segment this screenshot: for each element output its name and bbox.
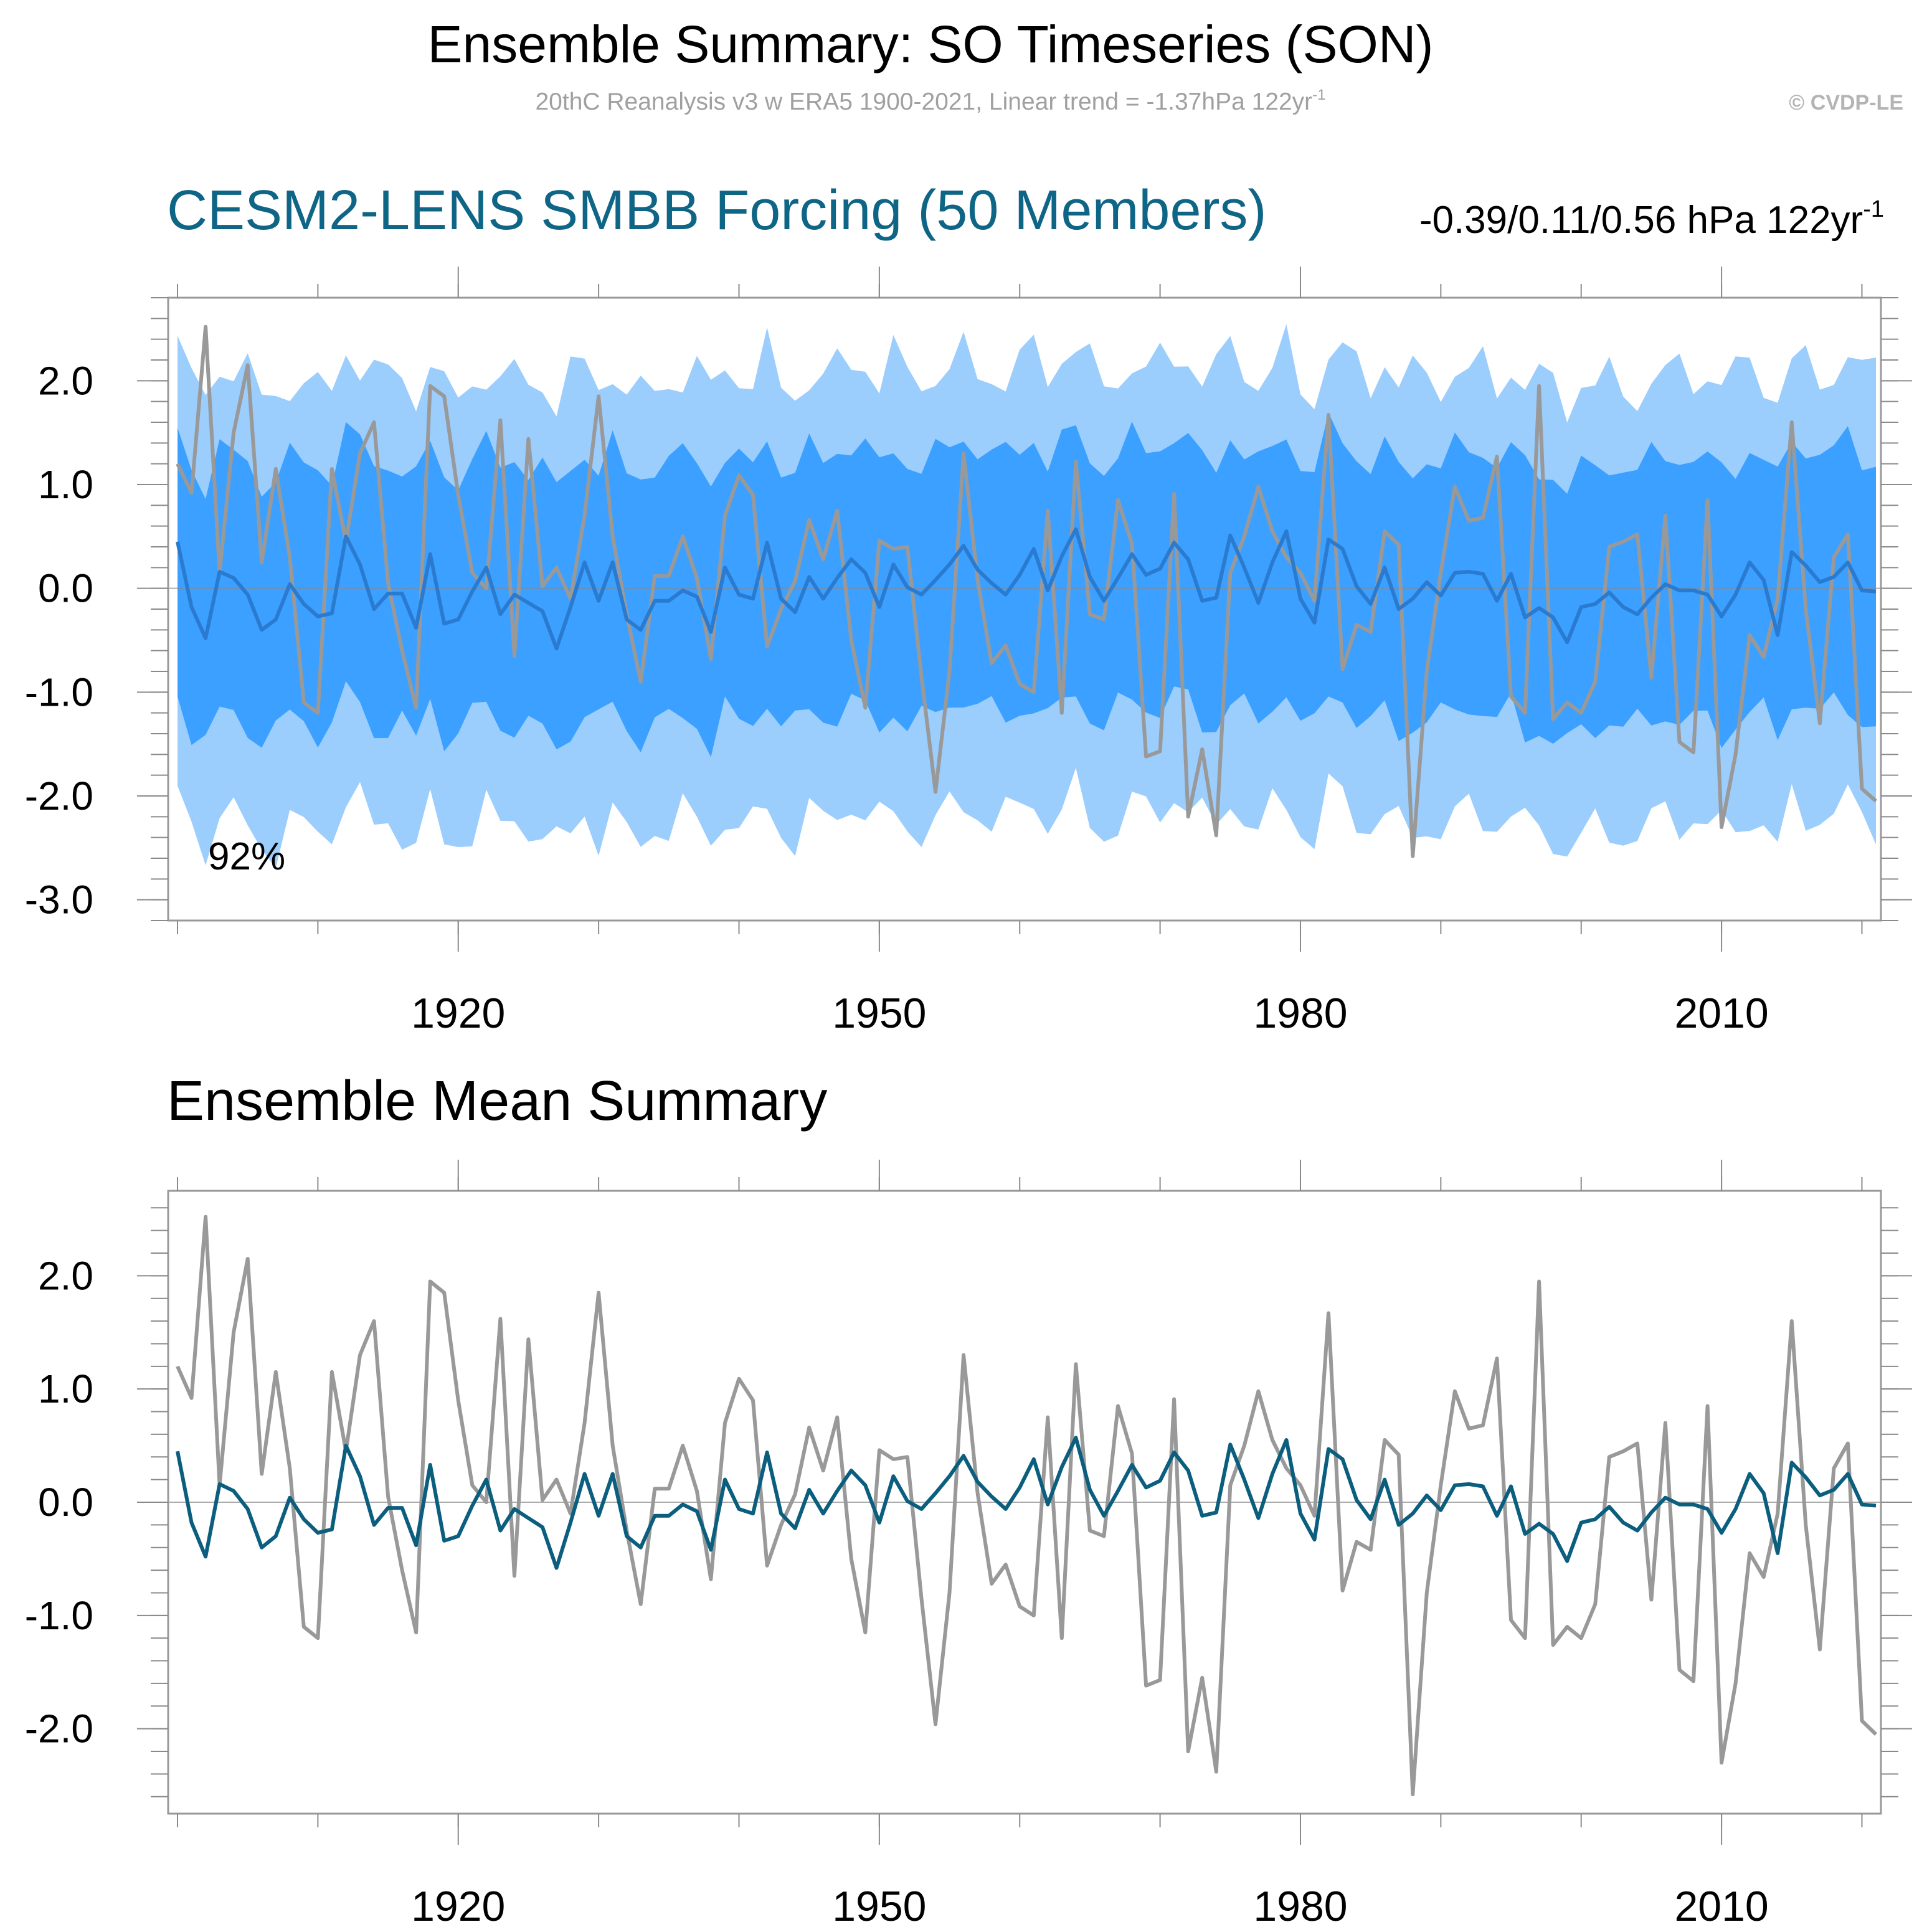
subtitle-text: 20thC Reanalysis v3 w ERA5 1900-2021, Li…	[535, 88, 1312, 115]
panel2-observations-line	[176, 1214, 1878, 1797]
panel1-ensemble-mean-line	[176, 527, 1877, 651]
panel2-y-tick-label: -1.0	[25, 1593, 93, 1638]
panel1-plot: 2.0 1.0 0.0 -1.0 -2.0 -3.0 1920 1950 1980 2010 92…	[25, 267, 1912, 1037]
panel1-y-tick-label: 2.0	[38, 358, 93, 403]
panel1-x-tick-label: 2010	[1674, 990, 1768, 1037]
panel1-percent-label: 92%	[208, 835, 285, 878]
panel1-y-tick-label: 0.0	[38, 566, 93, 611]
panel2-y-tick-label: 0.0	[38, 1480, 93, 1525]
panel2-axes: 2.0 1.0 0.0 -1.0 -2.0 1920 1950 1980 2010	[25, 1160, 1912, 1927]
panel1-y-tick-label: -1.0	[25, 670, 93, 714]
panel2-title: Ensemble Mean Summary	[167, 1070, 827, 1132]
panel2-y-tick-label: 1.0	[38, 1366, 93, 1411]
panel1-title: CESM2-LENS SMBB Forcing (50 Members)	[167, 179, 1266, 242]
panel1-trend-stats: -0.39/0.11/0.56 hPa 122yr-1	[1419, 196, 1884, 242]
panel2-x-tick-label: 2010	[1674, 1883, 1768, 1927]
panel2-x-tick-label: 1920	[411, 1883, 505, 1927]
panel1-axes: 2.0 1.0 0.0 -1.0 -2.0 -3.0 1920 1950 1980 2010	[25, 267, 1912, 1037]
panel2-lines	[168, 1214, 1881, 1797]
panel2-x-tick-label: 1980	[1253, 1883, 1347, 1927]
chart-subtitle: 20thC Reanalysis v3 w ERA5 1900-2021, Li…	[535, 87, 1325, 115]
subtitle-superscript: -1	[1312, 87, 1325, 103]
panel1-stats-superscript: -1	[1863, 196, 1884, 222]
panel1-bands	[178, 324, 1876, 868]
panel2-ensemble-mean-line	[176, 1436, 1877, 1570]
panel1-x-tick-label: 1920	[411, 990, 505, 1037]
panel1-lines	[168, 324, 1881, 858]
panel1-y-tick-label: 1.0	[38, 462, 93, 507]
panel1-y-tick-label: -2.0	[25, 774, 93, 818]
panel1-y-tick-label: -3.0	[25, 878, 93, 922]
panel2-plot: 2.0 1.0 0.0 -1.0 -2.0 1920 1950 1980 2010	[25, 1160, 1912, 1927]
panel2-y-tick-label: -2.0	[25, 1707, 93, 1751]
panel1-x-tick-label: 1950	[832, 990, 926, 1037]
panel1-stats-text: -0.39/0.11/0.56 hPa 122yr	[1419, 199, 1863, 242]
panel2-y-tick-label: 2.0	[38, 1253, 93, 1298]
panel1-observations-line	[176, 324, 1877, 858]
panel2-x-tick-label: 1950	[832, 1883, 926, 1927]
chart-title: Ensemble Summary: SO Timeseries (SON)	[427, 15, 1433, 73]
panel1-x-tick-label: 1980	[1253, 990, 1347, 1037]
copyright-label: © CVDP-LE	[1789, 91, 1903, 115]
